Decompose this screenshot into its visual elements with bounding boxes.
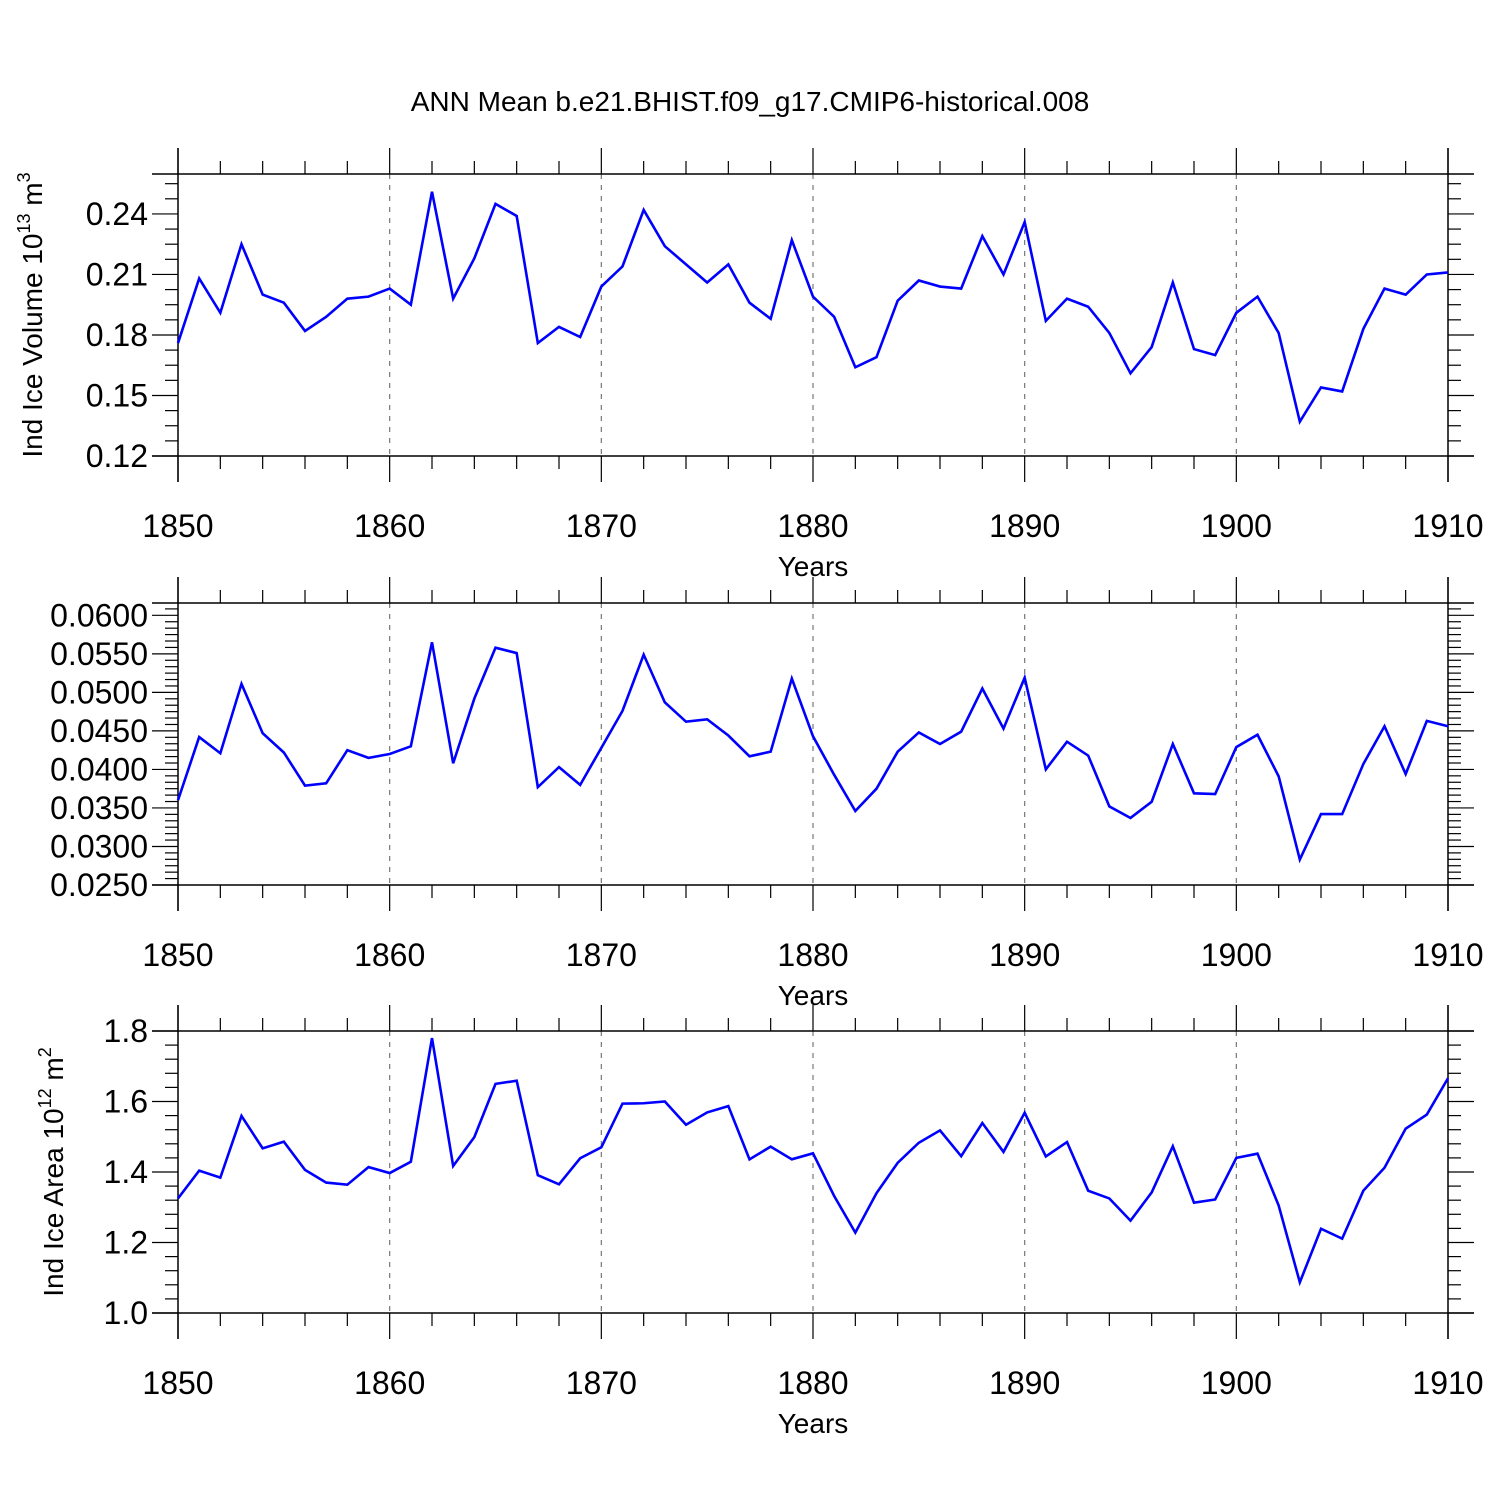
x-tick-label: 1910 (1412, 1365, 1483, 1401)
y-axis-label: Ind Ice Volume 1013 m3 (14, 172, 48, 457)
y-tick-label: 1.8 (104, 1013, 148, 1049)
x-tick-label: 1910 (1412, 508, 1483, 544)
x-tick-label: 1850 (142, 508, 213, 544)
y-axis-label-part: m (0, 595, 3, 626)
figure-title: ANN Mean b.e21.BHIST.f09_g17.CMIP6-histo… (411, 86, 1090, 117)
x-tick-label: 1850 (142, 937, 213, 973)
panel-snow-volume: 0.02500.03000.03500.04000.04500.05000.05… (0, 577, 1484, 1011)
x-tick-label: 1880 (777, 508, 848, 544)
y-tick-label: 0.0600 (50, 597, 148, 633)
y-tick-label: 0.0550 (50, 636, 148, 672)
y-tick-label: 0.0300 (50, 828, 148, 864)
y-axis-label-superscript: 13 (14, 213, 34, 233)
y-axis-label-part: Ind Ice Area 10 (38, 1108, 69, 1296)
x-axis-label: Years (778, 551, 849, 582)
y-axis-label-superscript: 3 (14, 172, 34, 182)
x-tick-label: 1860 (354, 937, 425, 973)
x-tick-label: 1900 (1201, 508, 1272, 544)
y-tick-label: 0.18 (86, 317, 148, 353)
y-axis-label: Ind Ice Area 1012 m2 (35, 1047, 69, 1297)
y-tick-label: 0.0450 (50, 713, 148, 749)
x-tick-label: 1850 (142, 1365, 213, 1401)
y-tick-label: 0.15 (86, 377, 148, 413)
series-line (176, 1037, 1450, 1287)
x-tick-label: 1910 (1412, 937, 1483, 973)
x-tick-label: 1870 (566, 508, 637, 544)
x-axis-label: Years (778, 1408, 849, 1439)
x-tick-label: 1870 (566, 1365, 637, 1401)
x-tick-label: 1860 (354, 1365, 425, 1401)
x-tick-label: 1890 (989, 937, 1060, 973)
x-tick-label: 1890 (989, 1365, 1060, 1401)
y-tick-label: 0.24 (86, 196, 148, 232)
y-tick-label: 1.2 (104, 1225, 148, 1261)
panel-ice-volume: 0.12 0.15 0.18 0.21 0.24 1850 1860 1870 1880 1890… (14, 148, 1484, 582)
y-tick-label: 0.0400 (50, 751, 148, 787)
y-axis-label-superscript: 12 (35, 1088, 55, 1108)
x-tick-label: 1880 (777, 1365, 848, 1401)
y-tick-label: 1.0 (104, 1295, 148, 1331)
x-tick-label: 1870 (566, 937, 637, 973)
y-axis-label-superscript: 2 (35, 1047, 55, 1057)
y-tick-label: 1.4 (104, 1154, 148, 1190)
y-axis-label-part: Ind Snow Volume 10 (0, 646, 3, 903)
x-tick-label: 1880 (777, 937, 848, 973)
x-tick-label: 1900 (1201, 937, 1272, 973)
y-tick-label: 0.0500 (50, 674, 148, 710)
y-tick-label: 0.12 (86, 438, 148, 474)
panel-ice-area: 1.0 1.2 1.4 1.6 1.8 1850 1860 1870 1880 1890 1900 1… (35, 1005, 1484, 1439)
x-tick-label: 1900 (1201, 1365, 1272, 1401)
y-tick-label: 0.21 (86, 256, 148, 292)
y-axis-label: Ind Snow Volume 1013 m3 (0, 585, 3, 903)
x-tick-label: 1890 (989, 508, 1060, 544)
y-tick-label: 0.0250 (50, 867, 148, 903)
x-tick-label: 1860 (354, 508, 425, 544)
y-tick-label: 1.6 (104, 1084, 148, 1120)
y-axis-label-part: m (38, 1057, 69, 1088)
y-axis-label-part: m (17, 182, 48, 213)
y-tick-label: 0.0350 (50, 790, 148, 826)
y-axis-label-part: Ind Ice Volume 10 (17, 234, 48, 458)
